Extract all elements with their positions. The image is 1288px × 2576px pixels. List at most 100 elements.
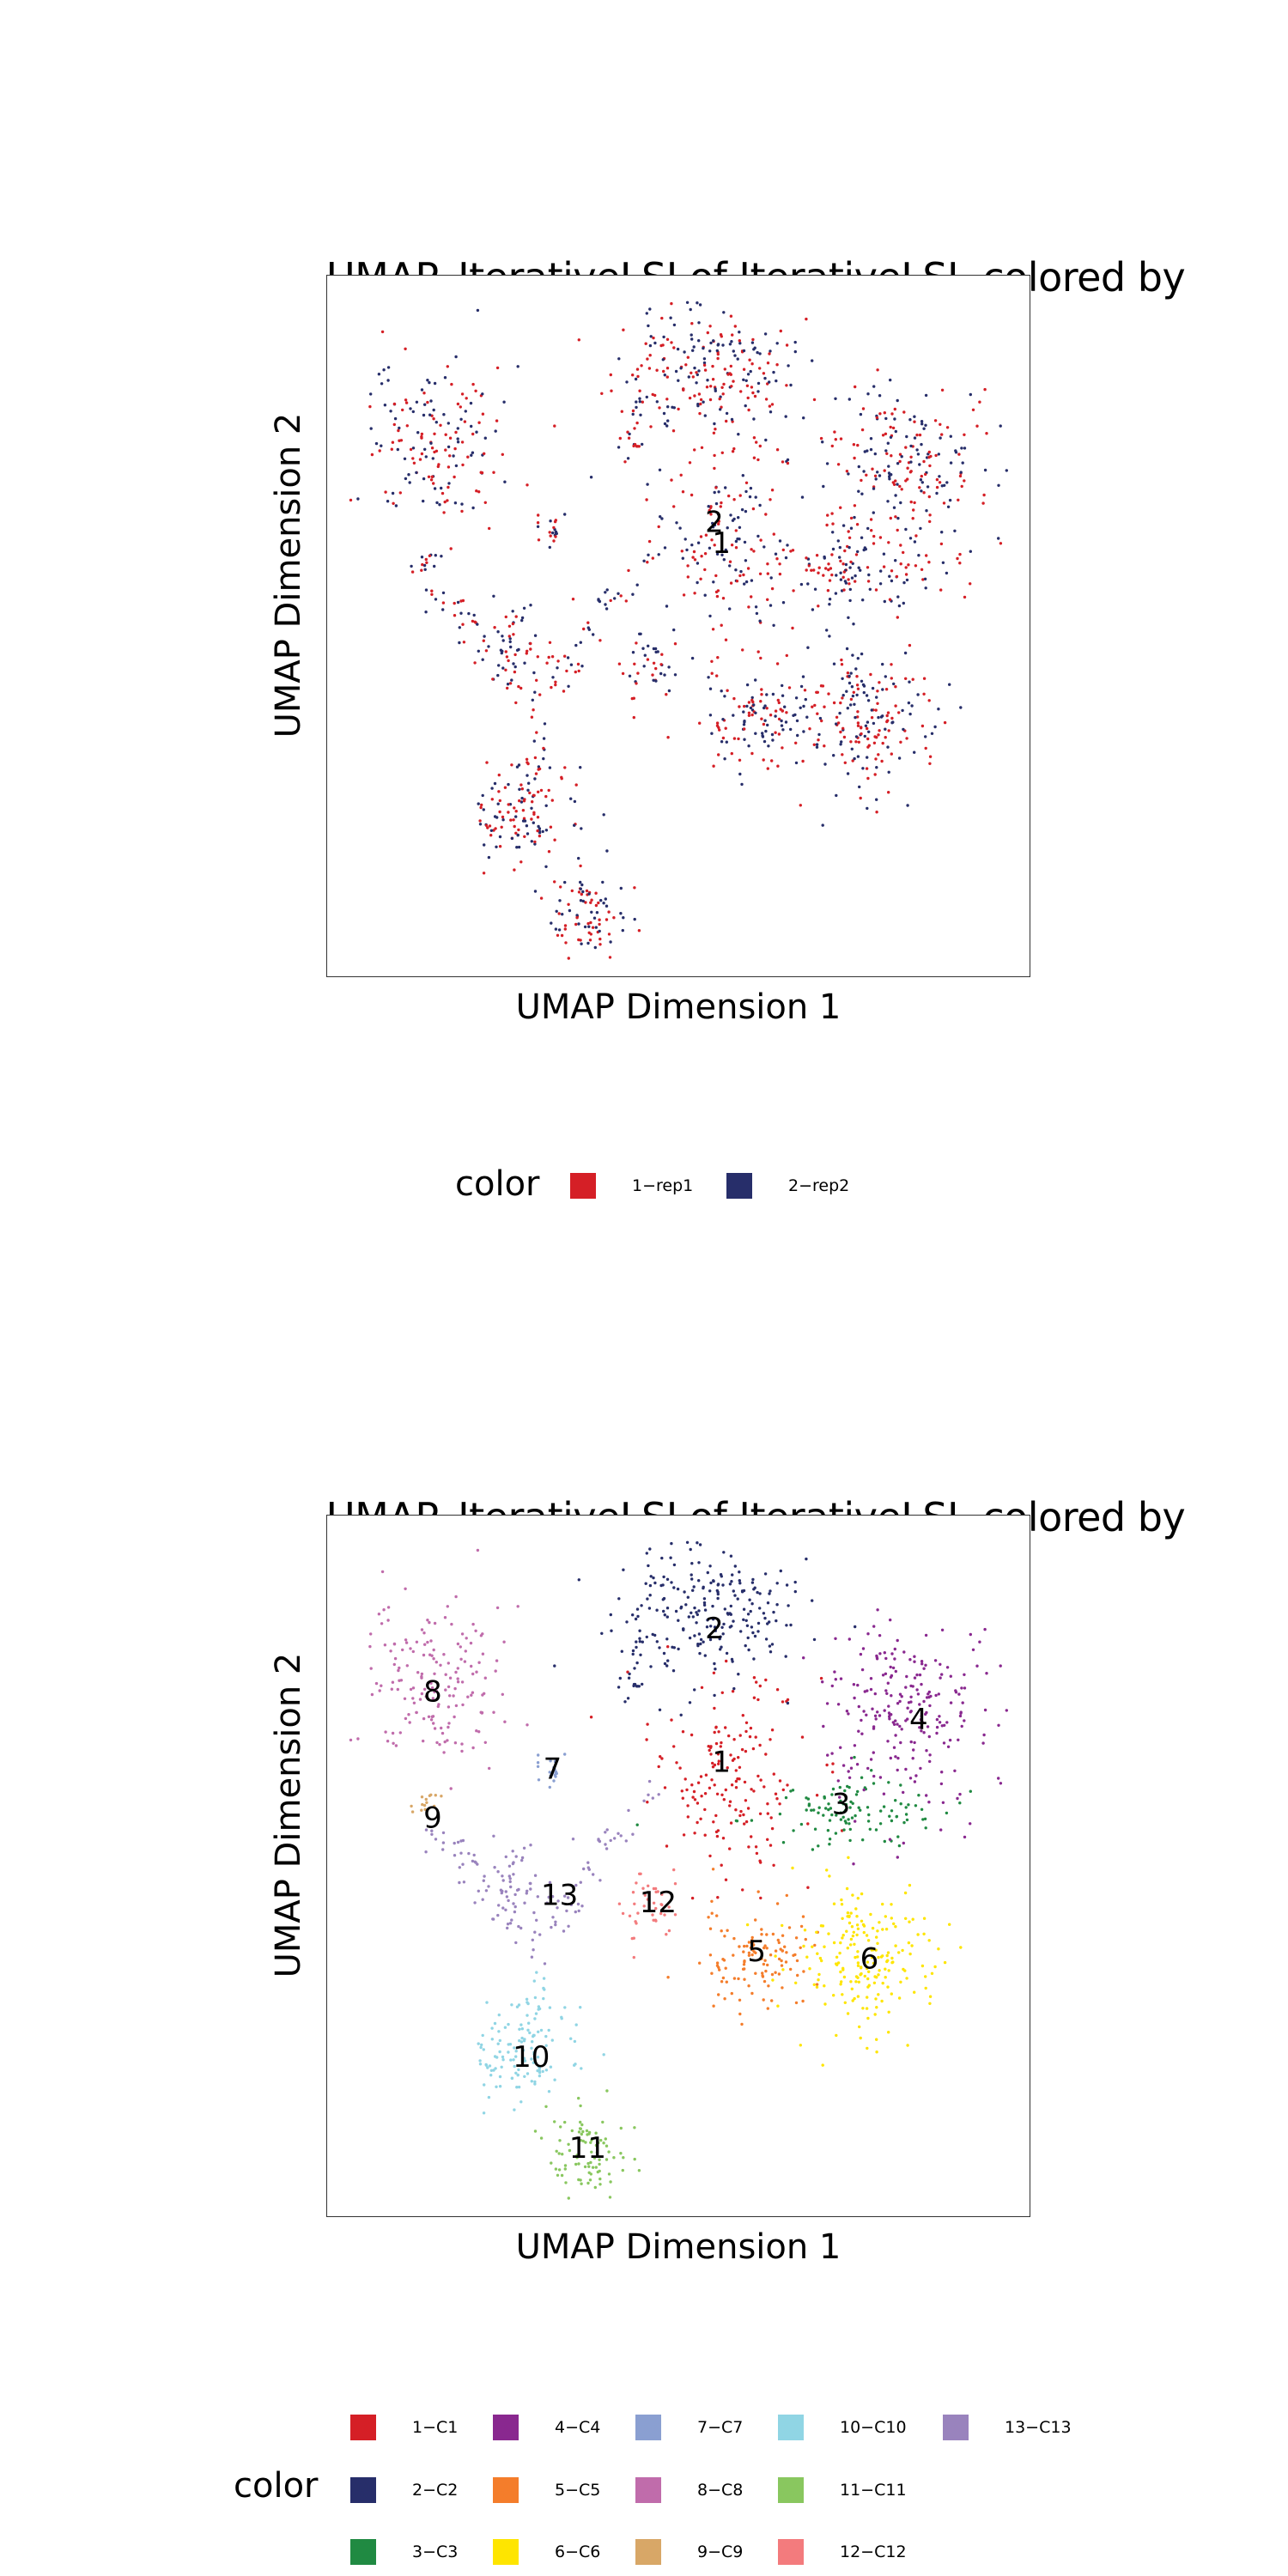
scatter-point: [577, 2097, 580, 2099]
scatter-point: [770, 759, 773, 762]
scatter-point: [696, 1821, 698, 1824]
scatter-point: [833, 702, 835, 704]
scatter-point: [477, 802, 480, 805]
scatter-point: [579, 2178, 581, 2181]
scatter-point: [700, 1795, 702, 1797]
scatter-point: [665, 398, 668, 400]
scatter-point: [887, 1682, 890, 1685]
scatter-point: [498, 774, 501, 776]
scatter-point: [762, 1785, 765, 1788]
scatter-point: [904, 1719, 907, 1722]
scatter-point: [713, 1672, 715, 1674]
scatter-point: [709, 342, 712, 344]
scatter-point: [483, 843, 485, 846]
scatter-point: [876, 1929, 878, 1932]
scatter-point: [743, 720, 745, 722]
legend-label-c4: 4−C4: [555, 2418, 600, 2437]
scatter-point: [897, 1951, 900, 1953]
scatter-point: [895, 430, 897, 433]
scatter-point: [781, 724, 783, 726]
scatter-point: [465, 1649, 467, 1652]
scatter-point: [736, 580, 738, 582]
scatter-point: [715, 1914, 718, 1917]
scatter-point: [564, 927, 567, 930]
scatter-point: [595, 926, 598, 928]
scatter-point: [890, 1652, 893, 1655]
scatter-point: [900, 1802, 902, 1805]
scatter-point: [652, 337, 654, 339]
scatter-point: [708, 349, 711, 352]
scatter-point: [412, 410, 415, 413]
scatter-point: [550, 1926, 552, 1929]
scatter-point: [884, 1840, 886, 1843]
scatter-point: [840, 1899, 842, 1901]
scatter-point: [861, 1838, 864, 1841]
scatter-point: [464, 1660, 466, 1662]
scatter-point: [963, 434, 965, 436]
scatter-point: [831, 445, 834, 447]
scatter-point: [943, 501, 945, 504]
scatter-point: [617, 446, 620, 448]
scatter-point: [734, 1564, 737, 1567]
scatter-point: [704, 552, 707, 555]
scatter-point: [884, 433, 887, 435]
scatter-point: [779, 1813, 781, 1815]
scatter-point: [730, 1613, 732, 1616]
scatter-point: [754, 732, 756, 735]
scatter-point: [674, 673, 677, 676]
scatter-point: [410, 448, 412, 451]
scatter-point: [457, 440, 459, 443]
scatter-point: [860, 726, 862, 728]
legend-label-c8: 8−C8: [697, 2481, 743, 2500]
scatter-point: [434, 1794, 437, 1796]
scatter-point: [754, 1918, 756, 1921]
scatter-point: [876, 1710, 878, 1713]
scatter-point: [679, 1607, 682, 1609]
scatter-point: [577, 663, 580, 665]
scatter-point: [549, 531, 551, 533]
scatter-point: [501, 666, 504, 669]
scatter-point: [497, 790, 500, 793]
scatter-point: [538, 2008, 541, 2010]
scatter-point: [647, 658, 649, 660]
scatter-point: [519, 2100, 522, 2103]
scatter-point: [738, 342, 741, 344]
scatter-point: [592, 927, 594, 929]
scatter-point: [660, 653, 663, 656]
scatter-point: [781, 460, 784, 463]
scatter-point: [909, 1696, 912, 1698]
scatter-point: [579, 766, 581, 769]
scatter-point: [718, 728, 720, 731]
scatter-point: [407, 1713, 410, 1716]
scatter-point: [718, 1968, 720, 1971]
scatter-point: [666, 1659, 669, 1662]
scatter-point: [845, 1930, 848, 1933]
scatter-point: [380, 1622, 383, 1625]
scatter-point: [554, 1923, 556, 1926]
scatter-point: [928, 762, 931, 765]
scatter-point: [894, 559, 896, 562]
scatter-point: [771, 733, 774, 736]
scatter-point: [812, 1808, 815, 1811]
scatter-point: [811, 1848, 814, 1850]
scatter-point: [598, 639, 601, 641]
scatter-point: [892, 683, 895, 685]
scatter-point: [483, 2048, 485, 2050]
scatter-point: [850, 1938, 853, 1941]
scatter-point: [501, 2066, 503, 2069]
scatter-point: [869, 1913, 872, 1916]
scatter-point: [420, 1809, 422, 1812]
scatter-point: [699, 303, 702, 306]
scatter-point: [716, 656, 719, 659]
scatter-point: [497, 803, 500, 805]
scatter-point: [843, 736, 846, 738]
scatter-point: [690, 372, 692, 374]
scatter-point: [769, 410, 772, 413]
scatter-point: [787, 1702, 789, 1704]
scatter-point: [848, 1839, 851, 1842]
scatter-point: [515, 1855, 518, 1857]
scatter-point: [368, 405, 371, 408]
scatter-point: [859, 569, 861, 572]
scatter-point: [712, 1868, 714, 1870]
scatter-point: [826, 1702, 829, 1704]
